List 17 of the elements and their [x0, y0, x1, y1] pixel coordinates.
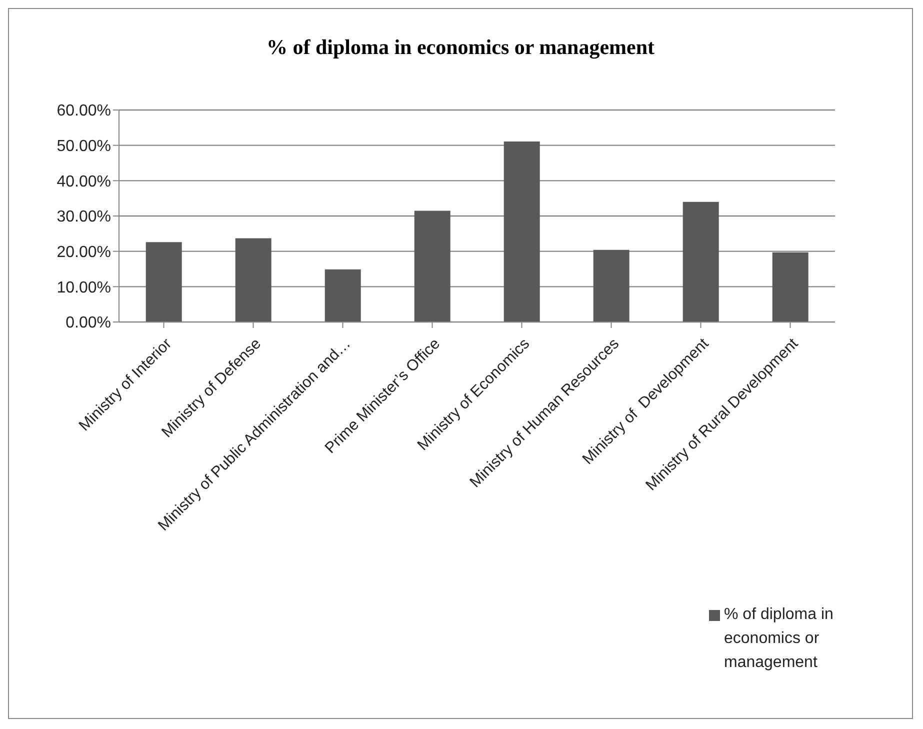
chart-title: % of diploma in economics or management [265, 35, 656, 60]
y-tick-label: 0.00% [66, 314, 111, 332]
bar [504, 141, 540, 322]
y-tick-label: 20.00% [56, 244, 111, 262]
bar [682, 202, 719, 322]
bar [324, 269, 361, 322]
y-tick-label: 40.00% [56, 173, 111, 190]
bar [235, 238, 272, 322]
bar [772, 252, 808, 322]
y-tick-label: 30.00% [56, 208, 111, 226]
bar [593, 250, 630, 322]
bar [146, 242, 182, 322]
y-tick-label: 10.00% [56, 279, 111, 296]
y-tick-label: 60.00% [56, 102, 111, 120]
bar [414, 210, 450, 322]
y-tick-label: 50.00% [56, 138, 111, 156]
legend-label: % of diploma in economics or management [724, 605, 834, 673]
